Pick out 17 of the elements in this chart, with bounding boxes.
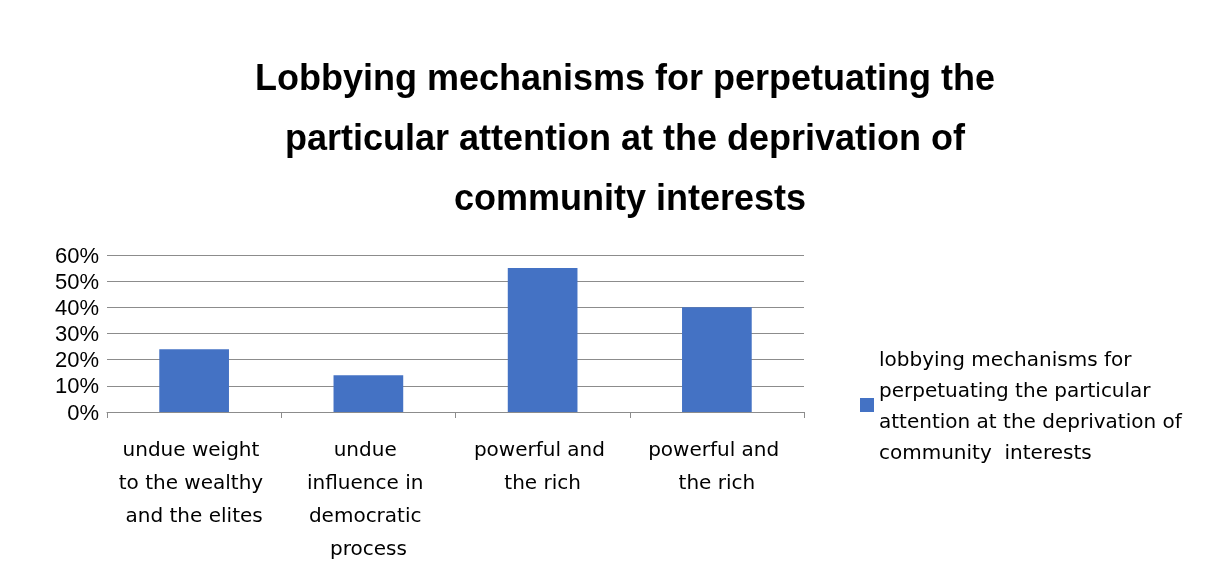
bar bbox=[682, 307, 752, 412]
y-tick-label: 10% bbox=[54, 373, 99, 399]
bar bbox=[507, 268, 578, 412]
y-tick-label: 20% bbox=[54, 347, 99, 373]
bar bbox=[159, 349, 229, 412]
y-tick-label: 50% bbox=[54, 268, 99, 294]
y-tick-label: 60% bbox=[54, 242, 99, 268]
y-tick-label: 40% bbox=[54, 294, 99, 320]
y-tick-label: 0% bbox=[67, 399, 99, 425]
bar bbox=[333, 375, 404, 412]
y-tick-label: 30% bbox=[54, 321, 99, 346]
x-tick-label: powerful and the rich bbox=[648, 436, 786, 494]
legend-label: lobbying mechanisms for perpetuating the particular attention at the deprivation of community interests bbox=[879, 346, 1189, 464]
chart-title: Lobbying mechanisms for perpetuating the particular attention at the deprivation of community interests bbox=[254, 56, 1006, 218]
x-tick-label: undue weight to the wealthy and the elites bbox=[118, 436, 270, 527]
x-tick-label: undue influence in democratic process bbox=[307, 436, 430, 560]
x-tick-label: powerful and the rich bbox=[473, 436, 612, 494]
